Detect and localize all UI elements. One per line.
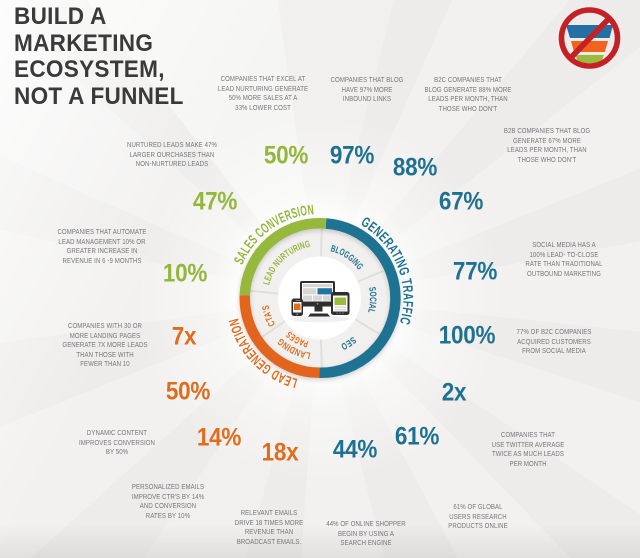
wheel-sector-separators	[250, 228, 384, 368]
stat-88-b2c: 88%	[392, 153, 438, 182]
note-relevant-emails: RELEVANT EMAILS DRIVE 18 TIMES MORE REVE…	[234, 508, 304, 546]
note-blog-links: COMPANIES THAT BLOG HAVE 97% MORE INBOUN…	[330, 75, 404, 103]
note-personalized: PERSONALIZED EMAILS IMPROVE CTR'S BY 14%…	[131, 482, 205, 520]
stat-97-blog: 97%	[329, 141, 375, 170]
stat-61-research: 61%	[394, 422, 440, 451]
note-landing-pages: COMPANIES WITH 30 OR MORE LANDING PAGES …	[62, 321, 148, 368]
svg-text:SOCIAL: SOCIAL	[365, 286, 378, 314]
stat-44-search: 44%	[332, 435, 378, 464]
note-twitter: COMPANIES THAT USE TWITTER AVERAGE TWICE…	[491, 430, 565, 468]
prohibition-sign	[558, 7, 621, 69]
stat-100-social: 100%	[438, 321, 496, 350]
note-b2c-blog: B2C COMPANIES THAT BLOG GENERATE 88% MOR…	[424, 75, 512, 113]
stat-7x-landing: 7x	[171, 322, 197, 351]
note-search-engine: 44% OF ONLINE SHOPPER BEGIN BY USING A S…	[326, 519, 406, 547]
stat-50-dynamic: 50%	[165, 377, 211, 406]
ring-generating-traffic	[319, 218, 401, 379]
note-nurtured-leads: NURTURED LEADS MAKE 47% LARGER OURCHASES…	[126, 140, 218, 168]
note-social-close: SOCIAL MEDIA HAS A 100% LEAD- TO-CLOSE R…	[525, 240, 603, 278]
stat-10-automation: 10%	[162, 259, 208, 288]
devices-icon	[289, 281, 350, 323]
stat-14-ctr: 14%	[196, 423, 242, 452]
note-dynamic-content: DYNAMIC CONTENT IMPROVES CONVERSION BY 5…	[79, 428, 155, 456]
stat-2x-twitter: 2x	[441, 378, 467, 407]
stat-18x-relevant: 18x	[261, 438, 299, 467]
note-b2b-blog: B2B COMPANIES THAT BLOG GENERATE 67% MOR…	[503, 126, 591, 164]
note-global-research: 61% OF GLOBAL USERS RESEARCH PRODUCTS ON…	[448, 502, 508, 530]
stat-77-social: 77%	[452, 257, 498, 286]
stat-67-b2b: 67%	[438, 187, 484, 216]
no-funnel-icon	[558, 7, 621, 69]
note-automation: COMPANIES THAT AUTOMATE LEAD MANAGEMENT …	[57, 227, 147, 265]
note-social-acquire: 77% OF B2C COMPANIES ACQUIRED CUSTOMERS …	[516, 327, 592, 355]
ring-lead-generation	[239, 295, 320, 379]
note-lead-nurturing: COMPANIES THAT EXCEL AT LEAD NURTURING G…	[217, 74, 309, 112]
ring-sales-conversion	[239, 217, 327, 296]
wheel-ring	[239, 217, 401, 379]
label-social: SOCIAL	[365, 286, 378, 314]
stat-47-nurtured: 47%	[192, 187, 238, 216]
page-title: BUILD A MARKETING ECOSYSTEM, NOT A FUNNE…	[14, 3, 184, 110]
stat-50-nurturing: 50%	[263, 141, 309, 170]
